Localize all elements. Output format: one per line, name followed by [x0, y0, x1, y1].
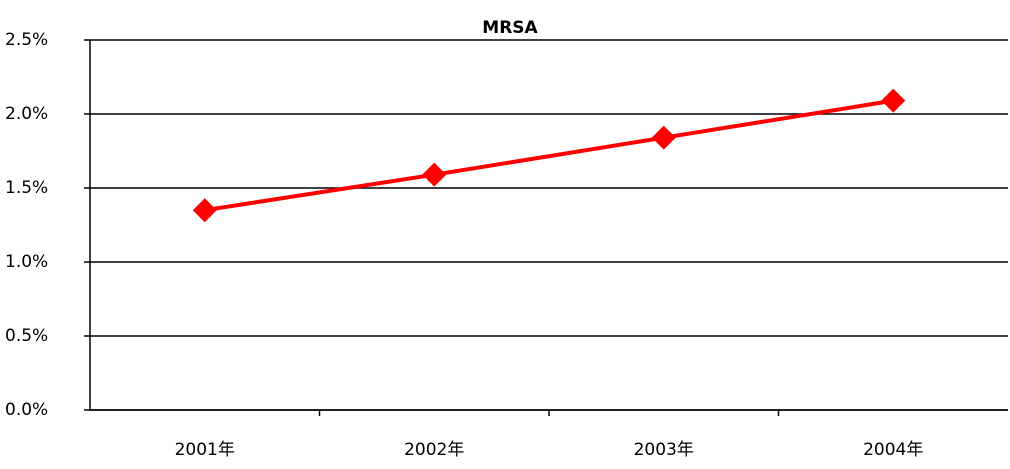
x-tick-label: 2002年 [404, 440, 464, 460]
y-tick-label: 1.5% [5, 178, 48, 198]
y-tick-label: 0.5% [5, 326, 48, 346]
data-point [192, 198, 217, 223]
x-tick-label: 2004年 [863, 440, 923, 460]
y-tick-label: 1.0% [5, 252, 48, 272]
y-tick-label: 2.0% [5, 104, 48, 124]
data-point [881, 88, 906, 113]
data-point [422, 162, 447, 187]
x-tick-label: 2001年 [175, 440, 235, 460]
y-tick-label: 2.5% [5, 30, 48, 50]
data-point [651, 125, 676, 150]
chart-title: MRSA [482, 18, 538, 38]
y-tick-label: 0.0% [5, 400, 48, 420]
x-tick-label: 2003年 [634, 440, 694, 460]
data-line [204, 98, 894, 213]
